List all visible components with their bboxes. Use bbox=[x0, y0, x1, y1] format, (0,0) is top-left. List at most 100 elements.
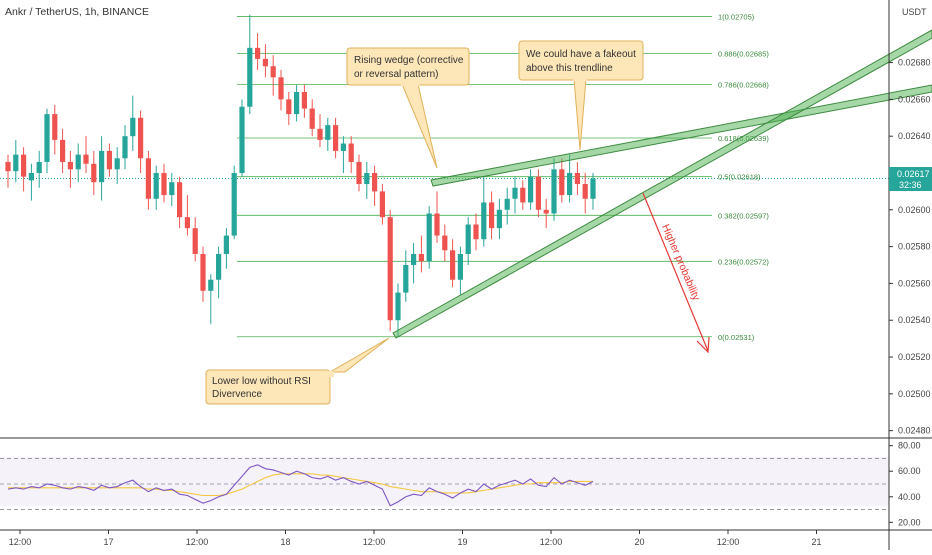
arrow-head-icon bbox=[696, 336, 710, 354]
candle-down bbox=[379, 191, 385, 218]
candle-down bbox=[270, 66, 276, 78]
candle-up bbox=[567, 172, 573, 196]
last-price-bg bbox=[889, 167, 932, 191]
candle-up bbox=[294, 92, 300, 115]
candle-up bbox=[223, 235, 229, 254]
time-tick-label: 12:00 bbox=[9, 537, 32, 547]
candle-up bbox=[496, 209, 502, 229]
candle-down bbox=[161, 172, 167, 196]
price-tick-label: 0.02640 bbox=[898, 131, 931, 141]
candle-down bbox=[317, 128, 323, 140]
candle-down bbox=[309, 108, 315, 129]
candle-up bbox=[239, 106, 245, 173]
price-tick-label: 0.02660 bbox=[898, 94, 931, 104]
price-tick-label: 0.02680 bbox=[898, 58, 931, 68]
candle-up bbox=[504, 198, 510, 210]
candles-layer bbox=[5, 14, 596, 337]
price-tick-label: 0.02540 bbox=[898, 315, 931, 325]
candle-up bbox=[590, 178, 596, 199]
callout-lowerlow[interactable]: Lower low without RSI Divervence bbox=[205, 337, 390, 405]
candle-up bbox=[465, 224, 471, 254]
callout-wedge-joint bbox=[401, 83, 419, 86]
candle-down bbox=[582, 184, 588, 199]
candle-down bbox=[372, 172, 378, 192]
candle-up bbox=[99, 150, 105, 183]
candle-up bbox=[411, 253, 417, 266]
rsi-tick-label: 60.00 bbox=[898, 466, 921, 476]
rsi-tick-label: 80.00 bbox=[898, 441, 921, 451]
candle-up bbox=[75, 154, 81, 170]
candle-down bbox=[333, 125, 339, 151]
time-tick-label: 17 bbox=[103, 537, 113, 547]
candle-down bbox=[387, 217, 393, 321]
candle-up bbox=[426, 213, 432, 262]
candle-up bbox=[457, 253, 463, 280]
candle-up bbox=[340, 143, 346, 151]
candle-up bbox=[231, 172, 237, 236]
candle-down bbox=[559, 169, 565, 196]
candle-down bbox=[5, 161, 11, 172]
rsi-line bbox=[7, 464, 594, 507]
bar-countdown: 32:36 bbox=[899, 180, 922, 190]
candle-up bbox=[13, 154, 19, 172]
callout-lowerlow-joint bbox=[328, 371, 334, 377]
candle-up bbox=[44, 114, 50, 162]
callout-wedge-line1: Rising wedge (corrective bbox=[354, 55, 464, 66]
rsi-indicator bbox=[0, 458, 889, 510]
fib-level-label: 1(0.02705) bbox=[718, 13, 755, 22]
rsi-band-fill bbox=[0, 457, 889, 506]
candle-up bbox=[122, 136, 128, 159]
candle-up bbox=[395, 292, 401, 321]
candle-down bbox=[91, 163, 97, 183]
time-tick-label: 12:00 bbox=[363, 537, 386, 547]
callout-fakeout[interactable]: We could have a fakeout above this trend… bbox=[518, 40, 644, 151]
fib-level-label: 0.786(0.02668) bbox=[718, 81, 769, 90]
candle-up bbox=[481, 202, 487, 240]
candle-up bbox=[528, 176, 534, 203]
callout-wedge[interactable]: Rising wedge (corrective or reversal pat… bbox=[346, 47, 470, 169]
time-tick-label: 12:00 bbox=[186, 537, 209, 547]
price-tick-label: 0.02580 bbox=[898, 242, 931, 252]
time-tick-label: 19 bbox=[457, 537, 467, 547]
candle-down bbox=[200, 253, 206, 291]
candle-down bbox=[356, 161, 362, 185]
time-tick-label: 18 bbox=[280, 537, 290, 547]
last-price-value: 0.02617 bbox=[897, 169, 930, 179]
wedge-upper-trendline[interactable] bbox=[430, 84, 932, 187]
wedge-lower-trendline[interactable] bbox=[392, 29, 932, 339]
fib-level-label: 0.236(0.02572) bbox=[718, 257, 769, 266]
price-tick-label: 0.02560 bbox=[898, 278, 931, 288]
candle-down bbox=[574, 172, 580, 185]
rising-wedge[interactable] bbox=[392, 29, 932, 339]
candle-down bbox=[21, 154, 27, 177]
rsi-axis: 80.00 60.00 40.00 20.00 bbox=[889, 441, 921, 527]
candle-down bbox=[520, 187, 526, 203]
price-tick-label: 0.02500 bbox=[898, 389, 931, 399]
callout-fakeout-box bbox=[518, 40, 644, 81]
currency-label: USDT bbox=[902, 7, 927, 17]
time-tick-label: 20 bbox=[634, 537, 644, 547]
candle-down bbox=[83, 154, 89, 164]
candle-up bbox=[216, 253, 222, 280]
candle-down bbox=[418, 253, 424, 262]
fib-level-label: 0.382(0.02597) bbox=[718, 211, 769, 220]
fib-level-label: 0.5(0.02618) bbox=[718, 173, 761, 182]
candle-up bbox=[247, 47, 253, 107]
fib-level-label: 0(0.02531) bbox=[718, 333, 755, 342]
candle-down bbox=[473, 224, 479, 240]
time-tick-label: 12:00 bbox=[540, 537, 563, 547]
candle-down bbox=[52, 114, 58, 140]
candle-up bbox=[325, 125, 331, 140]
candle-down bbox=[535, 176, 541, 210]
rsi-tick-label: 20.00 bbox=[898, 517, 921, 527]
probability-arrow-line bbox=[642, 192, 709, 352]
candle-down bbox=[184, 217, 190, 229]
candle-down bbox=[145, 158, 151, 199]
time-axis[interactable]: 12:00 17 12:00 18 12:00 19 12:00 20 12:00 21 bbox=[9, 530, 822, 547]
candle-up bbox=[130, 117, 136, 137]
candle-up bbox=[364, 172, 370, 185]
candle-down bbox=[138, 117, 144, 159]
callout-fakeout-line1: We could have a fakeout bbox=[526, 49, 636, 60]
candle-up bbox=[551, 169, 557, 214]
